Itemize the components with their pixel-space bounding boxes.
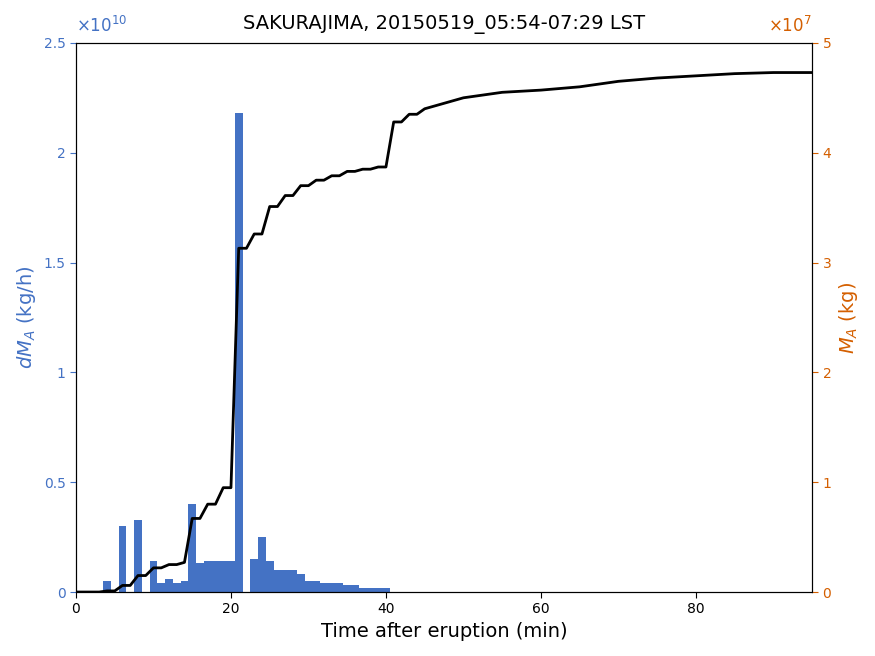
Bar <box>266 562 274 592</box>
Bar <box>374 588 382 592</box>
Bar <box>297 575 304 592</box>
Bar <box>150 562 157 592</box>
Bar <box>158 583 165 592</box>
Bar <box>289 570 297 592</box>
X-axis label: Time after eruption (min): Time after eruption (min) <box>321 622 567 641</box>
Bar <box>103 581 111 592</box>
Bar <box>312 581 320 592</box>
Y-axis label: $M_A$ (kg): $M_A$ (kg) <box>837 281 860 354</box>
Bar <box>328 583 336 592</box>
Bar <box>220 562 228 592</box>
Bar <box>165 579 173 592</box>
Bar <box>282 570 289 592</box>
Bar <box>336 583 343 592</box>
Y-axis label: $dM_A$ (kg/h): $dM_A$ (kg/h) <box>15 266 38 369</box>
Bar <box>196 564 204 592</box>
Bar <box>228 562 234 592</box>
Bar <box>212 562 220 592</box>
Bar <box>188 504 196 592</box>
Bar <box>367 588 374 592</box>
Bar <box>351 585 359 592</box>
Bar <box>304 581 312 592</box>
Bar <box>234 113 242 592</box>
Bar <box>119 526 126 592</box>
Bar <box>173 583 180 592</box>
Bar <box>180 581 188 592</box>
Bar <box>258 537 266 592</box>
Bar <box>343 585 351 592</box>
Bar <box>204 562 212 592</box>
Bar <box>250 559 258 592</box>
Title: SAKURAJIMA, 20150519_05:54-07:29 LST: SAKURAJIMA, 20150519_05:54-07:29 LST <box>243 15 645 34</box>
Text: $\times 10^{7}$: $\times 10^{7}$ <box>768 16 812 36</box>
Text: $\times 10^{10}$: $\times 10^{10}$ <box>76 16 127 36</box>
Bar <box>134 520 142 592</box>
Bar <box>359 588 367 592</box>
Bar <box>274 570 282 592</box>
Bar <box>382 588 390 592</box>
Bar <box>320 583 328 592</box>
